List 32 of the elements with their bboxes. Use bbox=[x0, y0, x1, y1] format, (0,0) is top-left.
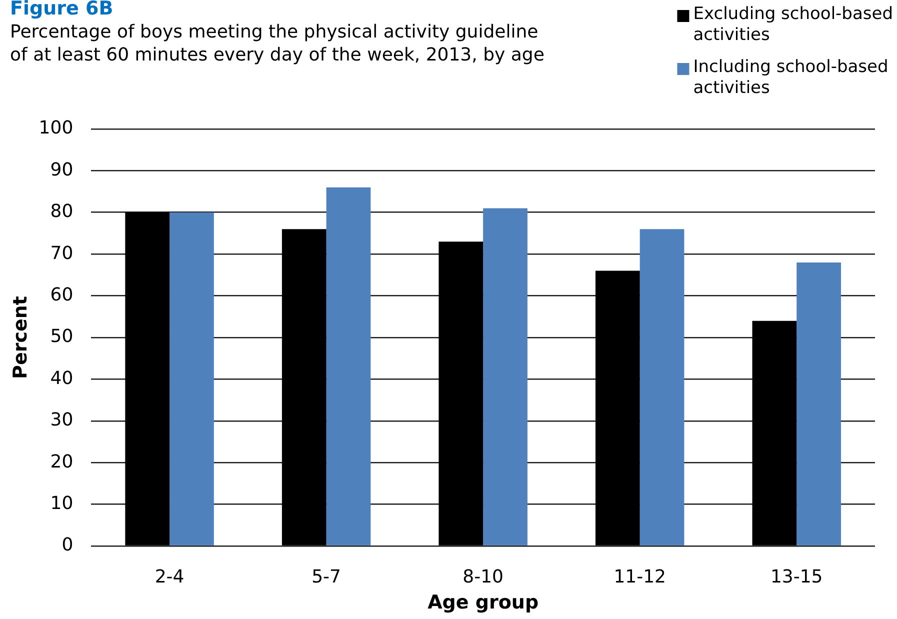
y-tick-label: 0 bbox=[62, 534, 74, 556]
chart-title: Figure 6B bbox=[10, 0, 114, 20]
x-tick-label: 11-12 bbox=[614, 566, 666, 588]
y-tick-label: 90 bbox=[50, 159, 74, 180]
bar bbox=[125, 212, 170, 546]
x-tick-label: 13-15 bbox=[770, 566, 823, 588]
y-tick-label: 50 bbox=[50, 326, 74, 348]
y-axis-title: Percent bbox=[9, 296, 32, 379]
y-tick-label: 80 bbox=[50, 201, 74, 222]
x-axis-title: Age group bbox=[428, 591, 539, 614]
bar bbox=[483, 208, 528, 546]
legend-label: Excluding school-based activities bbox=[693, 4, 894, 45]
x-tick-label: 8-10 bbox=[462, 566, 504, 588]
y-tick-label: 40 bbox=[50, 368, 74, 389]
y-tick-label: 10 bbox=[50, 492, 74, 514]
y-tick-label: 70 bbox=[50, 242, 74, 264]
y-tick-label: 20 bbox=[50, 451, 74, 472]
bar bbox=[326, 187, 371, 546]
bar bbox=[438, 242, 484, 546]
y-tick-label: 60 bbox=[50, 284, 74, 306]
y-tick-label: 100 bbox=[38, 118, 74, 139]
bar bbox=[170, 212, 214, 546]
bar bbox=[796, 262, 841, 546]
x-tick-label: 5-7 bbox=[312, 566, 342, 588]
bar bbox=[752, 320, 797, 546]
y-tick-label: 30 bbox=[50, 410, 74, 431]
x-tick-label: 2-4 bbox=[154, 566, 184, 588]
bar bbox=[595, 270, 640, 546]
bar bbox=[640, 229, 684, 546]
chart-subtitle: Percentage of boys meeting the physical activity guideline of at least 60 minutes every day of the week, 2013, by age bbox=[10, 22, 544, 66]
bar bbox=[282, 229, 326, 546]
legend-label: Including school-based activities bbox=[693, 56, 888, 98]
